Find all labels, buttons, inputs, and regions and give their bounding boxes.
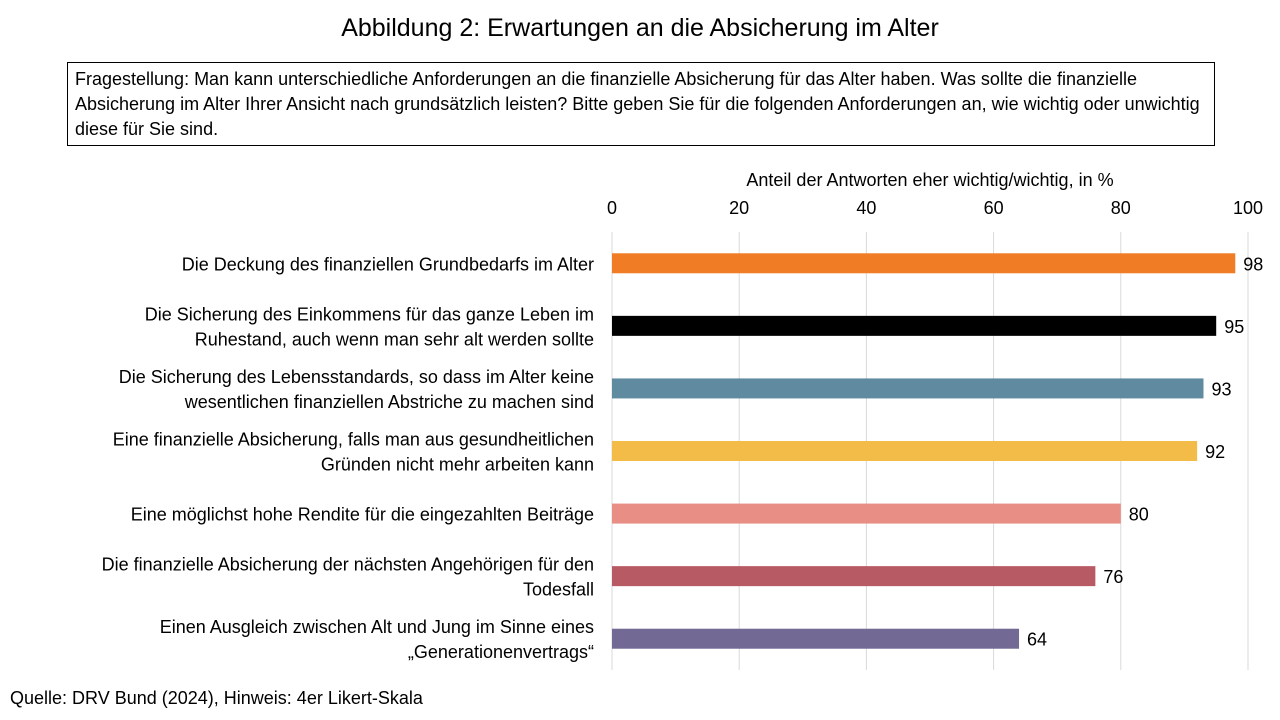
- value-label: 76: [1103, 567, 1123, 587]
- category-label-line: Die Sicherung des Lebensstandards, so da…: [119, 367, 594, 387]
- x-axis-title: Anteil der Antworten eher wichtig/wichti…: [746, 170, 1114, 190]
- bar: [612, 253, 1236, 274]
- category-label-line: Die Deckung des finanziellen Grundbedarf…: [182, 254, 594, 274]
- category-label: Eine finanzielle Absicherung, falls man …: [113, 430, 594, 475]
- bar: [612, 378, 1204, 399]
- category-label: Eine möglichst hohe Rendite für die eing…: [131, 505, 594, 525]
- category-label-line: Gründen nicht mehr arbeiten kann: [321, 455, 594, 475]
- question-box: Fragestellung: Man kann unterschiedliche…: [67, 62, 1215, 146]
- value-label: 80: [1129, 505, 1149, 525]
- bar: [612, 566, 1096, 587]
- x-tick-label: 20: [729, 198, 749, 218]
- chart-title: Abbildung 2: Erwartungen an die Absicher…: [341, 14, 939, 42]
- category-label: Die finanzielle Absicherung der nächsten…: [102, 555, 594, 600]
- value-label: 95: [1224, 317, 1244, 337]
- x-tick-label: 40: [856, 198, 876, 218]
- bar: [612, 315, 1217, 336]
- category-label-line: Die finanzielle Absicherung der nächsten…: [102, 555, 594, 575]
- x-tick-label: 0: [607, 198, 617, 218]
- category-label-line: Die Sicherung des Einkommens für das gan…: [145, 304, 594, 324]
- x-tick-label: 80: [1111, 198, 1131, 218]
- value-label: 93: [1211, 379, 1231, 399]
- category-label: Die Sicherung des Einkommens für das gan…: [145, 304, 594, 349]
- category-label: Einen Ausgleich zwischen Alt und Jung im…: [160, 617, 594, 662]
- category-label-line: Todesfall: [523, 580, 594, 600]
- category-label-line: wesentlichen finanziellen Abstriche zu m…: [184, 392, 594, 412]
- x-tick-label: 60: [984, 198, 1004, 218]
- bar: [612, 441, 1198, 461]
- value-label: 92: [1205, 442, 1225, 462]
- category-label-line: „Generationenvertrags“: [408, 642, 594, 662]
- category-label-line: Eine finanzielle Absicherung, falls man …: [113, 430, 594, 450]
- category-label-line: Ruhestand, auch wenn man sehr alt werden…: [195, 329, 594, 349]
- bar: [612, 628, 1020, 649]
- bar: [612, 503, 1121, 524]
- category-label-line: Einen Ausgleich zwischen Alt und Jung im…: [160, 617, 594, 637]
- value-label: 98: [1243, 254, 1263, 274]
- category-label-line: Eine möglichst hohe Rendite für die eing…: [131, 505, 594, 525]
- x-tick-label: 100: [1233, 198, 1263, 218]
- category-label: Die Deckung des finanziellen Grundbedarf…: [182, 254, 594, 274]
- category-label: Die Sicherung des Lebensstandards, so da…: [119, 367, 594, 412]
- value-label: 64: [1027, 630, 1047, 650]
- source-note: Quelle: DRV Bund (2024), Hinweis: 4er Li…: [10, 688, 423, 708]
